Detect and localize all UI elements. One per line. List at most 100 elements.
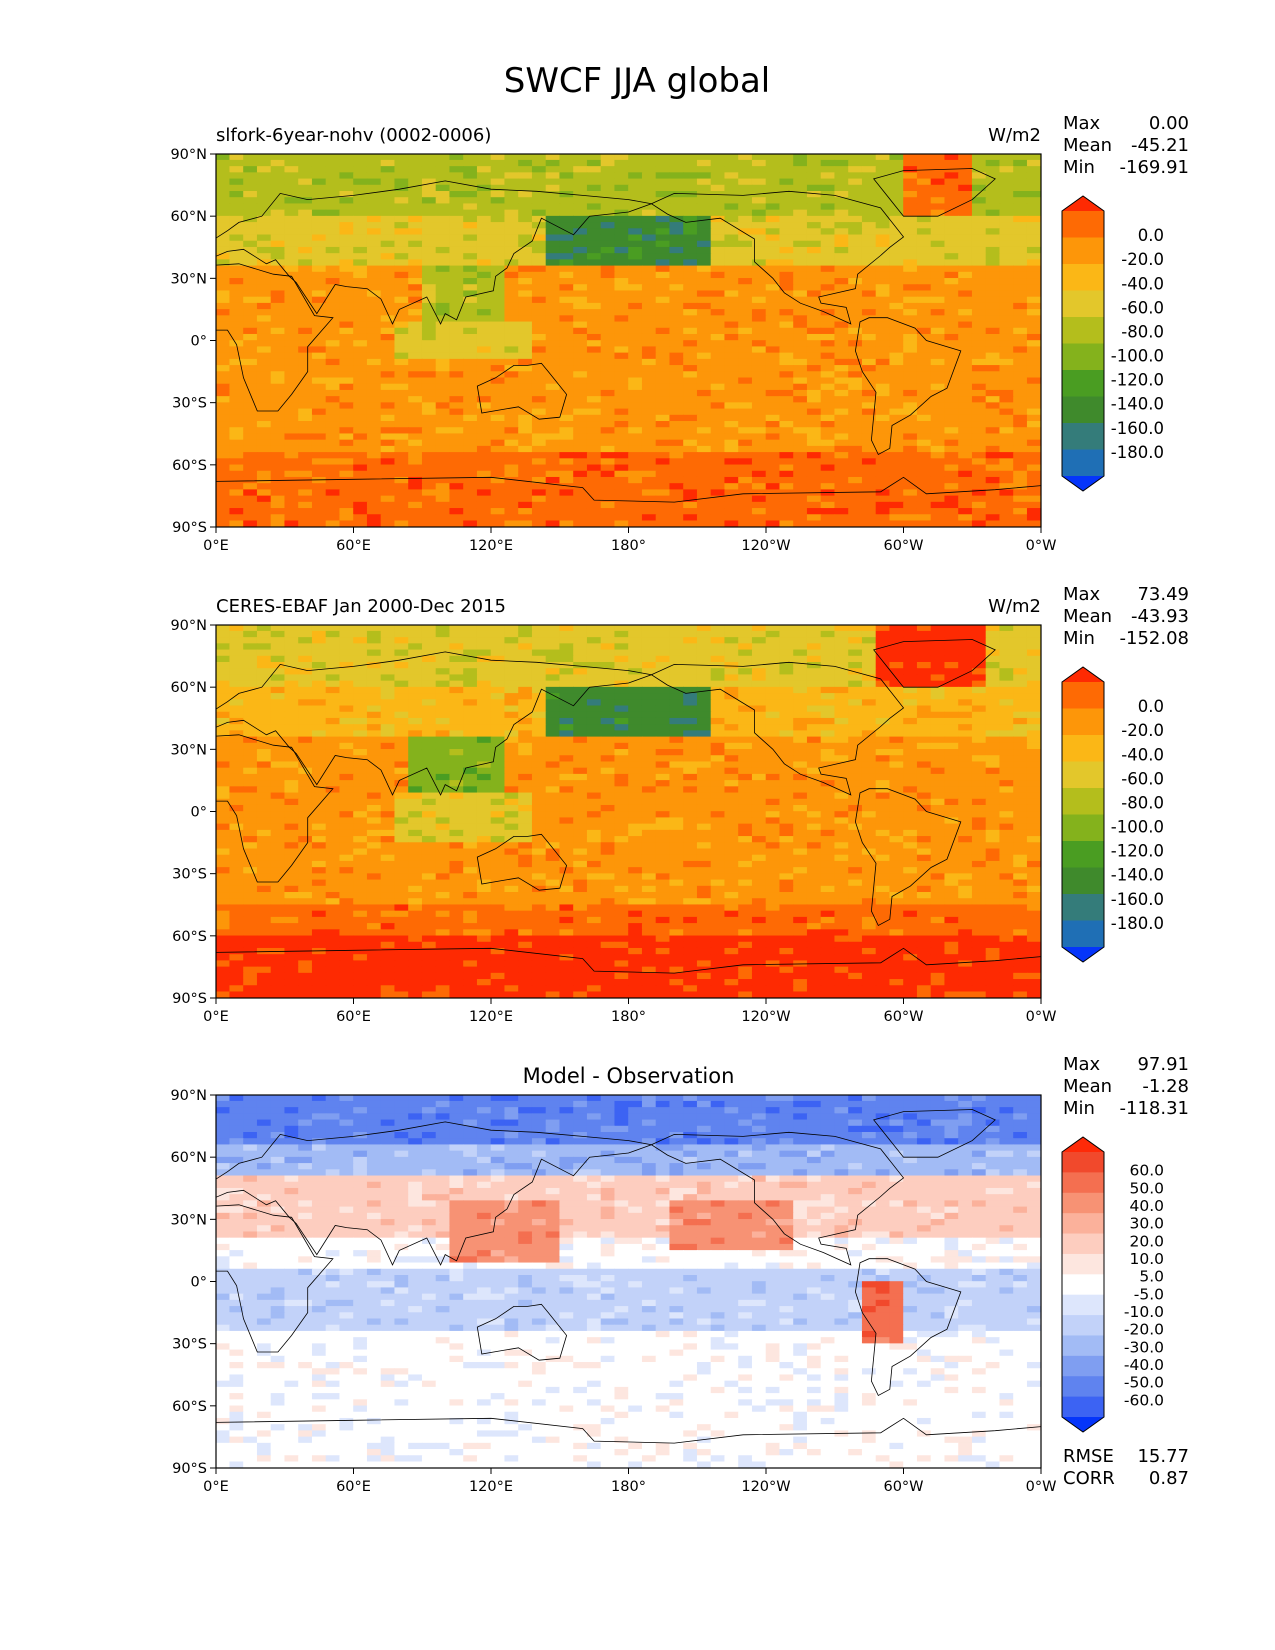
field-cell	[504, 643, 519, 651]
field-cell	[449, 433, 464, 441]
field-cell	[408, 668, 423, 676]
field-cell	[380, 452, 396, 459]
field-cell	[600, 408, 616, 416]
field-cell	[463, 396, 478, 403]
field-cell	[903, 284, 918, 292]
field-cell	[311, 736, 327, 744]
field-cell	[476, 408, 492, 416]
field-cell	[380, 290, 396, 298]
field-cell	[669, 271, 684, 279]
field-cell	[683, 414, 698, 422]
field-cell	[655, 655, 671, 663]
field-cell	[848, 321, 863, 329]
field-cell	[738, 278, 753, 285]
field-cell	[806, 197, 822, 205]
field-cell	[339, 222, 354, 229]
field-cell	[944, 321, 959, 329]
field-cell	[256, 514, 272, 522]
field-cell	[999, 271, 1014, 279]
field-cell	[655, 333, 671, 341]
field-cell	[683, 228, 698, 236]
field-cell	[463, 209, 478, 217]
field-cell	[861, 222, 877, 229]
field-cell	[559, 396, 574, 403]
field-cell	[999, 166, 1014, 173]
field-cell	[490, 389, 506, 397]
field-cell	[394, 383, 409, 391]
field-cell	[394, 655, 409, 663]
field-cell	[999, 445, 1014, 453]
field-cell	[696, 495, 712, 503]
field-cell	[325, 309, 341, 316]
field-cell	[641, 514, 657, 522]
field-cell	[944, 333, 959, 341]
field-cell	[339, 321, 354, 329]
field-cell	[683, 302, 698, 310]
field-cell	[641, 724, 657, 731]
field-cell	[669, 439, 684, 447]
field-cell	[834, 327, 849, 335]
field-cell	[999, 234, 1014, 242]
field-cell	[298, 215, 313, 223]
field-cell	[641, 315, 657, 323]
field-cell	[738, 296, 753, 304]
field-cell	[1026, 717, 1041, 725]
field-cell	[889, 371, 904, 379]
field-cell	[696, 730, 712, 738]
field-cell	[614, 464, 629, 472]
field-cell	[889, 327, 904, 335]
field-cell	[408, 383, 423, 391]
field-cell	[476, 271, 492, 279]
field-cell	[284, 340, 299, 348]
field-cell	[916, 178, 932, 186]
field-cell	[435, 346, 451, 354]
field-cell	[421, 625, 437, 632]
field-cell	[366, 265, 382, 273]
field-cell	[999, 302, 1014, 310]
field-cell	[751, 483, 767, 490]
field-cell	[875, 501, 891, 509]
field-cell	[490, 742, 506, 750]
field-cell	[765, 686, 781, 694]
field-cell	[600, 209, 616, 217]
field-cell	[738, 396, 753, 403]
field-cell	[820, 172, 836, 180]
field-cell	[353, 184, 368, 192]
field-cell	[339, 649, 354, 657]
field-cell	[985, 464, 1001, 472]
field-cell	[573, 215, 588, 223]
field-cell	[559, 699, 574, 707]
field-cell	[449, 724, 464, 731]
field-cell	[806, 749, 822, 756]
field-cell	[366, 184, 382, 192]
field-cell	[325, 514, 341, 522]
field-cell	[353, 637, 368, 644]
field-cell	[394, 699, 409, 707]
field-cell	[600, 711, 616, 719]
field-cell	[298, 253, 313, 260]
field-cell	[779, 705, 794, 713]
field-cell	[229, 222, 244, 229]
field-cell	[394, 178, 409, 186]
field-cell	[311, 209, 327, 217]
field-cell	[1013, 476, 1028, 484]
field-cell	[889, 352, 904, 360]
field-cell	[559, 234, 574, 242]
field-cell	[655, 705, 671, 713]
field-cell	[930, 724, 946, 731]
field-cell	[600, 377, 616, 385]
field-cell	[463, 253, 478, 260]
field-cell	[216, 476, 231, 484]
field-cell	[999, 501, 1014, 509]
field-cell	[861, 717, 877, 725]
field-cell	[435, 717, 451, 725]
field-cell	[559, 290, 574, 298]
field-cell	[600, 637, 616, 644]
colorbar-segment	[1062, 396, 1104, 424]
field-cell	[903, 154, 918, 161]
field-cell	[655, 296, 671, 304]
field-cell	[243, 159, 258, 167]
field-cell	[916, 749, 932, 756]
field-cell	[806, 296, 822, 304]
field-cell	[243, 427, 258, 435]
